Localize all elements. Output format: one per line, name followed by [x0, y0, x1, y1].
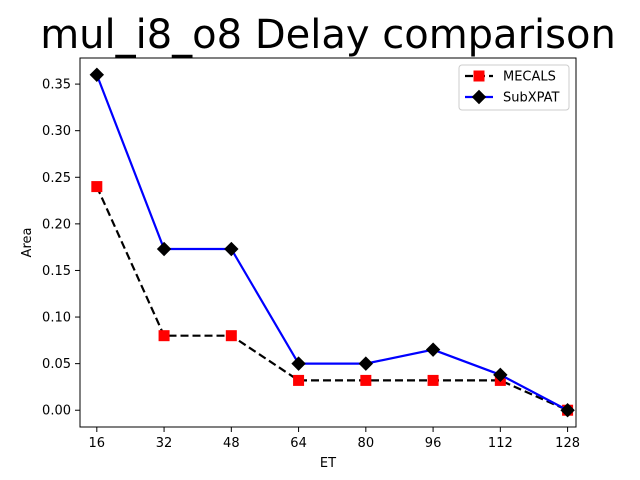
x-tick-label: 80	[358, 436, 375, 451]
x-tick-label: 112	[488, 436, 513, 451]
mecals-point	[427, 374, 439, 386]
subxpat-point	[358, 356, 374, 371]
series-layer	[89, 67, 575, 418]
mecals-point	[293, 374, 305, 386]
y-tick-label: 0.30	[42, 124, 71, 139]
legend-label-subxpat: SubXPAT	[503, 91, 560, 106]
mecals-point	[360, 374, 372, 386]
subxpat-series	[89, 67, 575, 418]
mecals-point	[158, 330, 170, 342]
mecals-line	[95, 186, 569, 412]
x-tick-label: 32	[156, 436, 173, 451]
subxpat-point	[425, 342, 441, 357]
y-axis: 0.00 0.05 0.10 0.15 0.20 0.25 0.30 0.35	[42, 78, 80, 419]
mecals-point	[225, 330, 237, 342]
y-tick-label: 0.10	[42, 311, 71, 326]
x-tick-label: 96	[425, 436, 442, 451]
x-tick-label: 128	[555, 436, 580, 451]
subxpat-point	[560, 403, 575, 418]
y-tick-label: 0.00	[42, 404, 71, 419]
mecals-point	[91, 181, 103, 193]
y-axis-label: Area	[20, 228, 35, 258]
x-tick-label: 64	[290, 436, 307, 451]
subxpat-point	[156, 241, 172, 257]
x-axis: 16 32 48 64 80 96 112 128	[89, 427, 580, 451]
legend: MECALS SubXPAT	[458, 64, 570, 111]
y-tick-label: 0.35	[42, 78, 71, 93]
chart-title: mul_i8_o8 Delay comparison	[40, 12, 616, 58]
subxpat-point	[224, 241, 239, 257]
legend-subxpat-marker	[471, 89, 487, 105]
y-tick-label: 0.25	[42, 171, 71, 186]
y-tick-label: 0.05	[42, 357, 71, 372]
legend-mecals-marker	[473, 70, 485, 82]
x-tick-label: 48	[223, 436, 240, 451]
y-tick-label: 0.15	[42, 264, 71, 279]
legend-box	[458, 64, 570, 111]
subxpat-point	[493, 367, 508, 383]
legend-label-mecals: MECALS	[503, 70, 556, 85]
x-tick-label: 16	[89, 436, 106, 451]
x-axis-label: ET	[320, 456, 336, 471]
subxpat-point	[291, 356, 306, 371]
subxpat-line	[95, 74, 569, 412]
y-tick-label: 0.20	[42, 217, 71, 232]
plot-area-frame	[79, 57, 577, 428]
subxpat-point	[89, 67, 105, 82]
